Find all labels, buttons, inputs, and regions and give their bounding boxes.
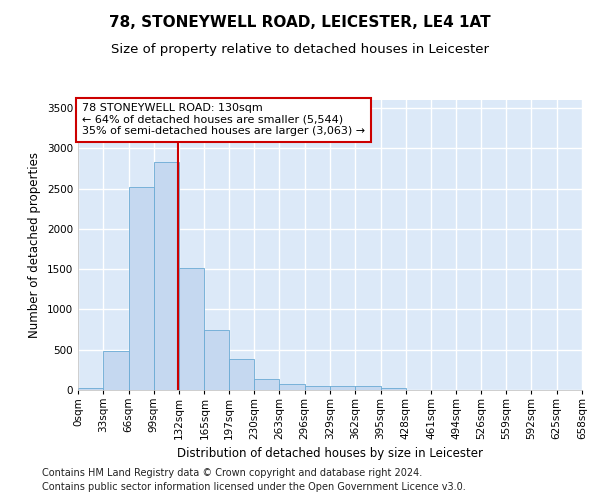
Bar	[280, 384, 305, 390]
Bar	[179, 268, 205, 390]
Text: Size of property relative to detached houses in Leicester: Size of property relative to detached ho…	[111, 42, 489, 56]
Y-axis label: Number of detached properties: Number of detached properties	[28, 152, 41, 338]
Bar	[205, 330, 229, 390]
Bar	[229, 359, 254, 390]
X-axis label: Distribution of detached houses by size in Leicester: Distribution of detached houses by size …	[177, 448, 483, 460]
Bar	[355, 386, 380, 390]
Bar	[78, 388, 103, 390]
Bar	[103, 352, 128, 390]
Bar	[305, 386, 330, 390]
Bar	[154, 162, 179, 390]
Bar	[254, 378, 280, 390]
Bar	[128, 187, 154, 390]
Text: Contains public sector information licensed under the Open Government Licence v3: Contains public sector information licen…	[42, 482, 466, 492]
Text: 78, STONEYWELL ROAD, LEICESTER, LE4 1AT: 78, STONEYWELL ROAD, LEICESTER, LE4 1AT	[109, 15, 491, 30]
Bar	[380, 388, 406, 390]
Text: 78 STONEYWELL ROAD: 130sqm
← 64% of detached houses are smaller (5,544)
35% of s: 78 STONEYWELL ROAD: 130sqm ← 64% of deta…	[82, 103, 365, 136]
Bar	[330, 386, 355, 390]
Text: Contains HM Land Registry data © Crown copyright and database right 2024.: Contains HM Land Registry data © Crown c…	[42, 468, 422, 477]
